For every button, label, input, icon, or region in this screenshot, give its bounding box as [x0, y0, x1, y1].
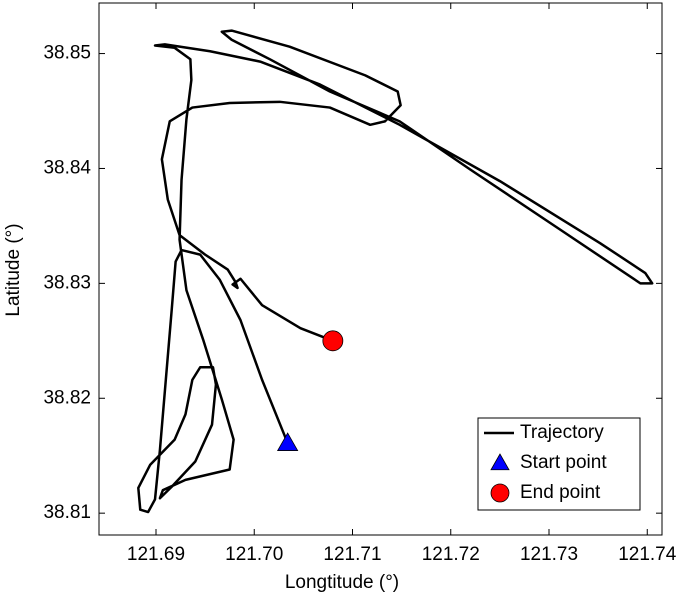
- legend-swatch: [490, 483, 510, 503]
- x-tick-label: 121.70: [225, 544, 283, 565]
- legend-label: Trajectory: [520, 422, 604, 443]
- trajectory-line: [137, 29, 654, 514]
- y-tick-label: 38.81: [43, 502, 91, 523]
- x-tick-label: 121.71: [323, 544, 381, 565]
- x-axis-label: Longtitude (°): [285, 572, 399, 593]
- x-tick-label: 121.69: [127, 544, 185, 565]
- y-tick-label: 38.85: [43, 43, 91, 64]
- legend-label: End point: [520, 482, 601, 503]
- x-tick-label: 121.74: [618, 544, 677, 565]
- y-axis-label: Latitude (°): [3, 223, 24, 316]
- plot-frame: [98, 2, 663, 536]
- x-tick-label: 121.72: [422, 544, 480, 565]
- x-tick-label: 121.73: [520, 544, 578, 565]
- legend-label: Start point: [520, 452, 607, 473]
- y-tick-label: 38.82: [43, 387, 91, 408]
- point-marker: [322, 330, 344, 352]
- y-tick-label: 38.84: [43, 157, 91, 178]
- legend-swatch: [490, 453, 510, 471]
- y-tick-label: 38.83: [43, 272, 91, 293]
- point-marker: [276, 432, 299, 451]
